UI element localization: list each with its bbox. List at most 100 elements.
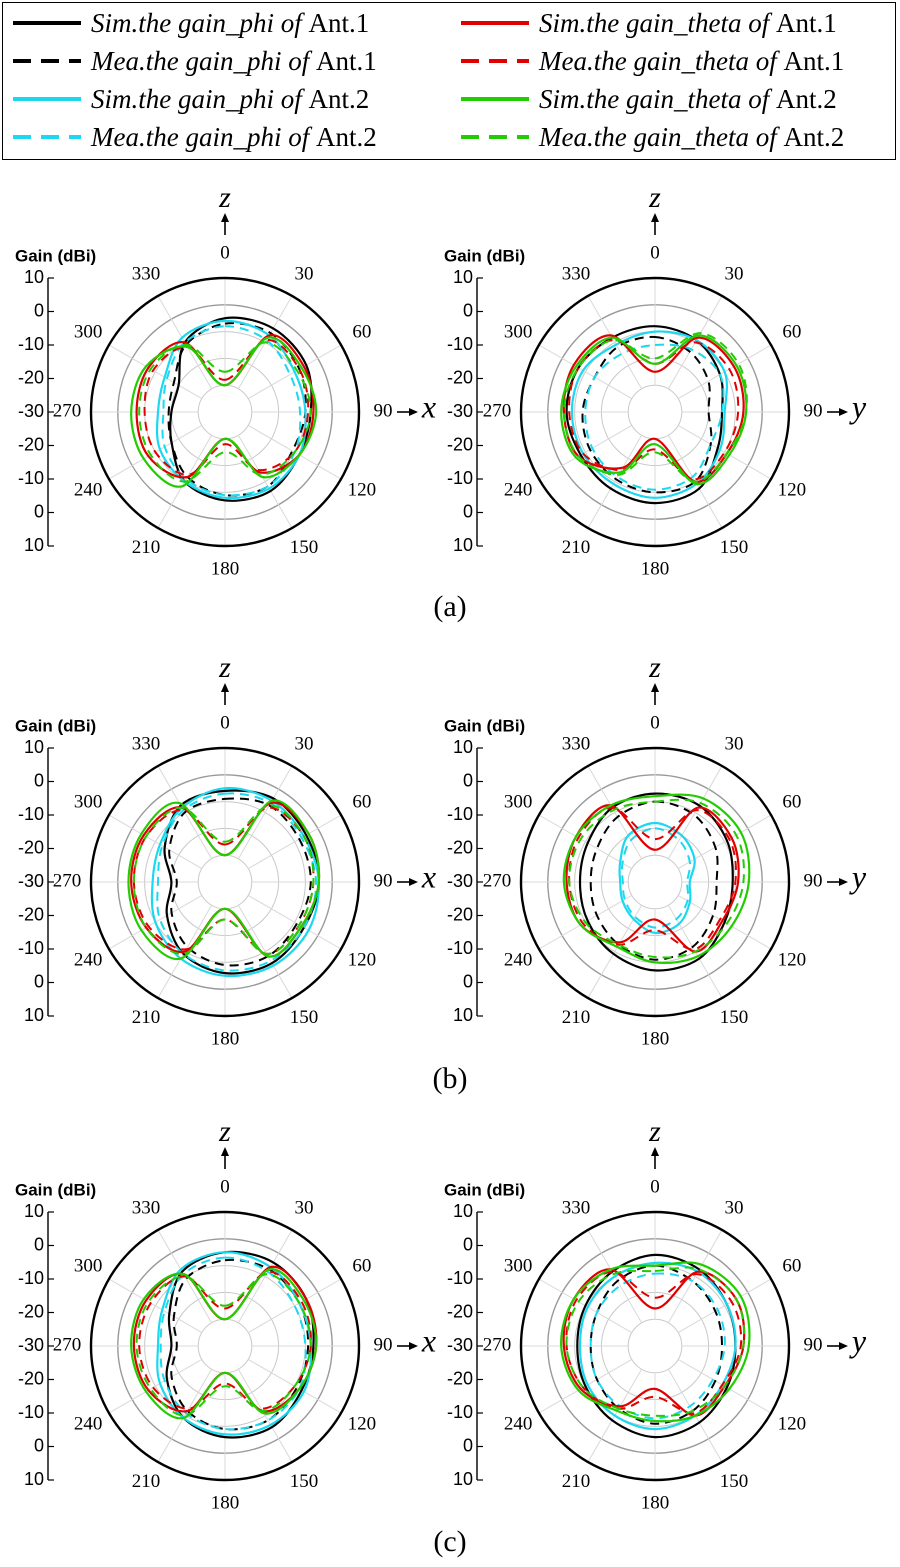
polar-plot-1-2: 0 30 60 90 120 150 180 210 240 270 300 330 z y 10 0 -10 -… — [444, 181, 867, 579]
gain-tick-label: -20 — [18, 434, 44, 454]
gain-tick-label: -10 — [18, 804, 44, 824]
gain-tick-label: 10 — [453, 535, 473, 555]
gain-axis-title: Gain (dBi) — [444, 1180, 525, 1199]
polar-plot-3-2: 0 30 60 90 120 150 180 210 240 270 300 330 z y 10 0 -10 -… — [444, 1115, 867, 1513]
angle-label-210: 210 — [132, 537, 161, 558]
gain-tick-label: -30 — [447, 401, 473, 421]
series-curve-3 — [618, 821, 696, 935]
gain-tick-label: -10 — [447, 1268, 473, 1288]
series-curve-6 — [568, 339, 740, 481]
series-curve-2 — [589, 800, 719, 961]
outer-circle — [89, 746, 361, 1018]
legend-swatch-3 — [13, 59, 81, 63]
series-curve-3 — [578, 1261, 737, 1431]
legend-entry-2: Sim.the gain_theta of Ant.1 — [459, 5, 837, 41]
z-axis-label: z — [218, 181, 231, 214]
gain-tick-label: -10 — [18, 1402, 44, 1422]
angle-label-180: 180 — [641, 1028, 670, 1049]
series-curve-2 — [168, 797, 312, 967]
gain-tick-label: 0 — [34, 501, 44, 521]
grid-spoke — [108, 344, 203, 400]
angle-label-240: 240 — [504, 479, 533, 500]
angle-label-150: 150 — [290, 1471, 319, 1492]
series-curve-2 — [167, 322, 307, 497]
gain-tick-label: -20 — [447, 1301, 473, 1321]
gain-tick-label: 10 — [453, 1469, 473, 1489]
grid-spoke — [237, 904, 293, 999]
grid-spoke — [247, 894, 342, 950]
gain-tick-label: 0 — [463, 1234, 473, 1254]
gain-tick-label: 0 — [463, 300, 473, 320]
grid-circle — [197, 384, 253, 440]
series-curve-7 — [130, 1268, 318, 1420]
grid-spoke — [108, 1278, 203, 1334]
angle-label-90: 90 — [804, 1334, 823, 1355]
angle-label-270: 270 — [53, 400, 82, 421]
grid-spoke — [677, 814, 772, 870]
grid-spoke — [667, 765, 723, 860]
grid-spoke — [538, 344, 633, 400]
series-curve-7 — [560, 1261, 751, 1423]
grid-spoke — [247, 1278, 342, 1334]
gain-tick-label: 10 — [24, 1469, 44, 1489]
outer-circle — [89, 1210, 361, 1482]
gain-tick-label: 0 — [34, 1435, 44, 1455]
h-arrow-head — [839, 408, 848, 416]
angle-label-0: 0 — [650, 242, 660, 263]
legend-label-3: Mea.the gain_phi of Ant.1 — [91, 45, 377, 76]
angle-label-300: 300 — [74, 1255, 103, 1276]
angle-label-0: 0 — [220, 712, 230, 733]
angle-label-60: 60 — [352, 1255, 371, 1276]
angle-label-210: 210 — [562, 537, 591, 558]
angle-label-180: 180 — [641, 1492, 670, 1513]
angle-label-90: 90 — [374, 400, 393, 421]
angle-label-210: 210 — [132, 1471, 161, 1492]
series-curve-7 — [562, 793, 751, 965]
angle-label-300: 300 — [504, 791, 533, 812]
gain-tick-label: 10 — [453, 1201, 473, 1221]
series-curve-7 — [130, 336, 318, 488]
angle-label-150: 150 — [720, 537, 749, 558]
grid-spoke — [108, 814, 203, 870]
grid-spoke — [538, 424, 633, 480]
legend-swatch-1 — [13, 21, 81, 25]
gain-tick-label: -30 — [18, 1335, 44, 1355]
legend-label-7: Mea.the gain_phi of Ant.2 — [91, 121, 377, 152]
angle-label-120: 120 — [348, 1413, 377, 1434]
legend-entry-8: Mea.the gain_theta of Ant.2 — [459, 119, 844, 155]
z-arrow-head — [651, 213, 659, 222]
grid-spoke — [677, 1278, 772, 1334]
angle-label-330: 330 — [562, 1198, 591, 1219]
h-arrow-head — [839, 878, 848, 886]
series-curve-4 — [161, 325, 302, 497]
legend-entry-5: Sim.the gain_phi of Ant.2 — [11, 81, 369, 117]
series-curve-1 — [163, 789, 320, 975]
z-axis-label: z — [218, 651, 231, 684]
angle-label-270: 270 — [483, 870, 512, 891]
angle-label-120: 120 — [778, 1413, 807, 1434]
angle-label-60: 60 — [352, 791, 371, 812]
angle-label-270: 270 — [53, 870, 82, 891]
legend-label-5: Sim.the gain_phi of Ant.2 — [91, 83, 370, 114]
legend-label-1: Sim.the gain_phi of Ant.1 — [91, 7, 370, 38]
angle-label-180: 180 — [211, 558, 240, 579]
angle-label-90: 90 — [374, 1334, 393, 1355]
angle-label-0: 0 — [220, 1176, 230, 1197]
angle-label-120: 120 — [778, 949, 807, 970]
angle-label-240: 240 — [74, 949, 103, 970]
gain-tick-label: -10 — [18, 334, 44, 354]
angle-label-60: 60 — [782, 791, 801, 812]
angle-label-300: 300 — [74, 791, 103, 812]
gain-tick-label: 10 — [24, 1201, 44, 1221]
gain-tick-label: 0 — [34, 770, 44, 790]
gain-tick-label: 10 — [453, 267, 473, 287]
angle-label-0: 0 — [650, 712, 660, 733]
h-arrow-head — [409, 408, 418, 416]
gain-tick-label: 0 — [34, 971, 44, 991]
series-curve-6 — [143, 339, 310, 476]
legend-entry-6: Sim.the gain_theta of Ant.2 — [459, 81, 837, 117]
caption-a: (a) — [433, 590, 467, 623]
polar-plot-1-1: 0 30 60 90 120 150 180 210 240 270 300 330 z x 10 0 -10 -… — [15, 181, 436, 579]
z-arrow-head — [221, 683, 229, 692]
